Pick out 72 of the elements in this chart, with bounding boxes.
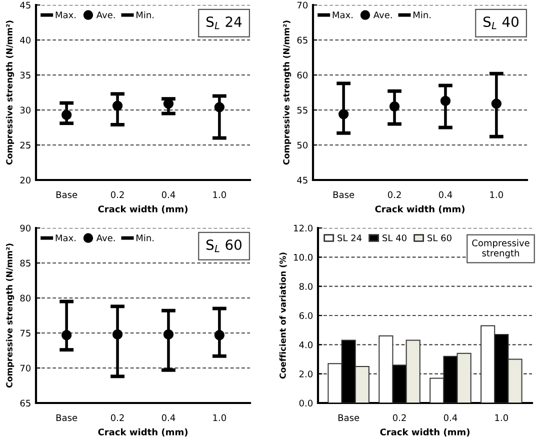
annotation: Min. xyxy=(414,11,431,18)
point xyxy=(61,110,72,120)
x-tick-label: Base xyxy=(333,191,354,198)
x-tick-label: 1.0 xyxy=(213,191,226,198)
y-tick-label: 50 xyxy=(297,142,308,149)
point xyxy=(440,96,451,106)
y-tick-label: 20 xyxy=(20,176,31,184)
y-tick-label: 25 xyxy=(20,142,30,149)
annotation: Compressive strength xyxy=(472,239,530,258)
x-tick-label: Base xyxy=(56,414,78,422)
y-tick-label: 40 xyxy=(20,36,31,44)
x-tick-label: Base xyxy=(338,414,360,422)
x-tick-label: 0.4 xyxy=(162,191,176,198)
y-axis-title: Compressive strength (N/mm²) xyxy=(6,20,14,165)
annotation: Min. xyxy=(136,11,154,18)
y-tick-label: 70 xyxy=(20,364,31,372)
y-tick-label: 45 xyxy=(20,2,30,9)
x-tick-label: 0.4 xyxy=(444,414,458,422)
legend-label: Ave. xyxy=(96,234,115,242)
x-axis-title: Crack width (mm) xyxy=(375,205,464,214)
x-tick-label: 0.2 xyxy=(392,414,406,422)
x-axis-title: Crack width (mm) xyxy=(380,428,470,436)
legend-label: SL 40 xyxy=(382,234,406,242)
y-tick-label: 8.0 xyxy=(299,283,313,290)
annotation: S$_{L}$ 40 xyxy=(483,16,518,30)
annotation: Max. xyxy=(56,12,76,18)
y-tick-label: 30 xyxy=(20,106,31,114)
y-axis-title: Compressive strength (N/mm²) xyxy=(282,20,292,165)
y-tick-label: 35 xyxy=(20,72,30,79)
annotation: S$_{L}$ 24 xyxy=(206,16,242,30)
y-axis-title: Coefficient of variation (%) xyxy=(279,252,287,379)
y-axis-title: Compressive strength (N/mm²) xyxy=(6,244,14,388)
y-tick-label: 2.0 xyxy=(299,370,313,378)
y-tick-label: 85 xyxy=(20,260,30,267)
y-tick-label: 55 xyxy=(297,106,308,114)
y-tick-label: 90 xyxy=(20,224,31,232)
y-tick-label: 65 xyxy=(297,36,308,44)
y-tick-label: 12.0 xyxy=(294,224,313,232)
y-tick-label: 0.0 xyxy=(299,400,313,407)
x-axis-title: Crack width (mm) xyxy=(98,205,188,214)
x-tick-label: 1.0 xyxy=(490,191,504,198)
point xyxy=(491,98,502,109)
legend-label: Ave. xyxy=(96,12,115,18)
y-tick-label: 80 xyxy=(20,294,31,302)
legend-label: SL 24 xyxy=(338,234,362,242)
x-tick-label: 0.2 xyxy=(110,414,124,422)
x-axis-title: Crack width (mm) xyxy=(98,428,188,436)
y-tick-label: 45 xyxy=(297,176,308,184)
point xyxy=(112,100,123,111)
x-tick-label: 1.0 xyxy=(495,414,508,422)
y-tick-label: 60 xyxy=(297,72,308,79)
y-tick-label: 6.0 xyxy=(299,312,313,320)
point xyxy=(389,101,400,112)
annotation: Min. xyxy=(136,234,154,242)
legend-label: SL 60 xyxy=(428,234,452,242)
x-tick-label: 0.2 xyxy=(388,191,401,198)
point xyxy=(338,109,349,120)
y-tick-label: 4.0 xyxy=(299,341,313,348)
x-tick-label: 1.0 xyxy=(213,414,226,422)
annotation: Max. xyxy=(56,234,76,242)
legend-label: Ave. xyxy=(373,12,392,18)
y-tick-label: 70 xyxy=(297,2,308,9)
x-tick-label: 0.4 xyxy=(438,191,452,198)
y-tick-label: 65 xyxy=(20,400,30,407)
y-tick-label: 75 xyxy=(20,330,30,337)
x-tick-label: Base xyxy=(56,191,78,198)
y-tick-label: 10.0 xyxy=(294,254,313,261)
x-tick-label: 0.4 xyxy=(162,414,176,422)
x-tick-label: 0.2 xyxy=(110,191,124,198)
point xyxy=(214,102,225,112)
annotation: Max. xyxy=(332,12,353,18)
annotation: S$_{L}$ 60 xyxy=(206,240,242,252)
